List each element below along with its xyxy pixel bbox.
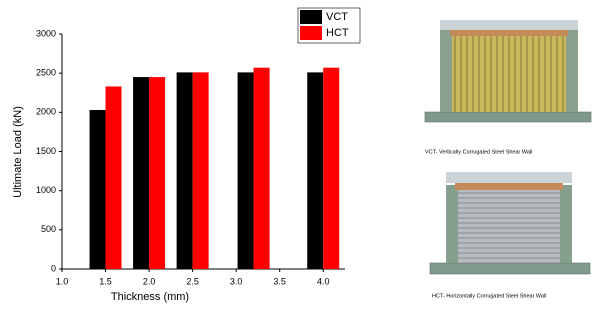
- x-tick-label: 2.5: [186, 276, 199, 286]
- bar: [323, 68, 339, 269]
- caption: VCT- Vertically Corrugated Steel Shear W…: [425, 149, 532, 155]
- legend-swatch: [300, 26, 322, 40]
- y-tick-label: 500: [41, 224, 56, 234]
- vct-image: [425, 20, 591, 122]
- bar: [238, 72, 254, 269]
- x-tick-label: 3.0: [230, 276, 243, 286]
- x-tick-label: 1.0: [56, 276, 69, 286]
- y-tick-label: 2500: [36, 68, 56, 78]
- legend-swatch: [300, 10, 322, 24]
- bar: [133, 77, 149, 269]
- x-tick-label: 3.5: [273, 276, 286, 286]
- bar: [149, 77, 165, 269]
- bar: [177, 72, 193, 269]
- bar: [307, 72, 323, 269]
- legend-label: VCT: [326, 11, 348, 23]
- y-tick-label: 2000: [36, 107, 56, 117]
- y-tick-label: 1000: [36, 185, 56, 195]
- bar: [193, 72, 209, 269]
- bar: [254, 68, 270, 269]
- y-tick-label: 1500: [36, 146, 56, 156]
- legend-label: HCT: [326, 27, 349, 39]
- x-axis-label: Thickness (mm): [111, 291, 189, 303]
- bar: [106, 86, 122, 269]
- hct-image: [430, 172, 590, 274]
- y-axis-label: Ultimate Load (kN): [12, 106, 24, 198]
- figure: Thickness (mm) Ultimate Load (kN) VCT- V…: [0, 0, 596, 307]
- caption: HCT- Horizontally Corrugated Steel Shear…: [432, 293, 546, 299]
- y-tick-label: 0: [51, 263, 56, 273]
- x-tick-label: 2.0: [143, 276, 156, 286]
- y-tick-label: 3000: [36, 28, 56, 38]
- x-tick-label: 4.0: [317, 276, 330, 286]
- x-tick-label: 1.5: [99, 276, 112, 286]
- bar: [90, 110, 106, 269]
